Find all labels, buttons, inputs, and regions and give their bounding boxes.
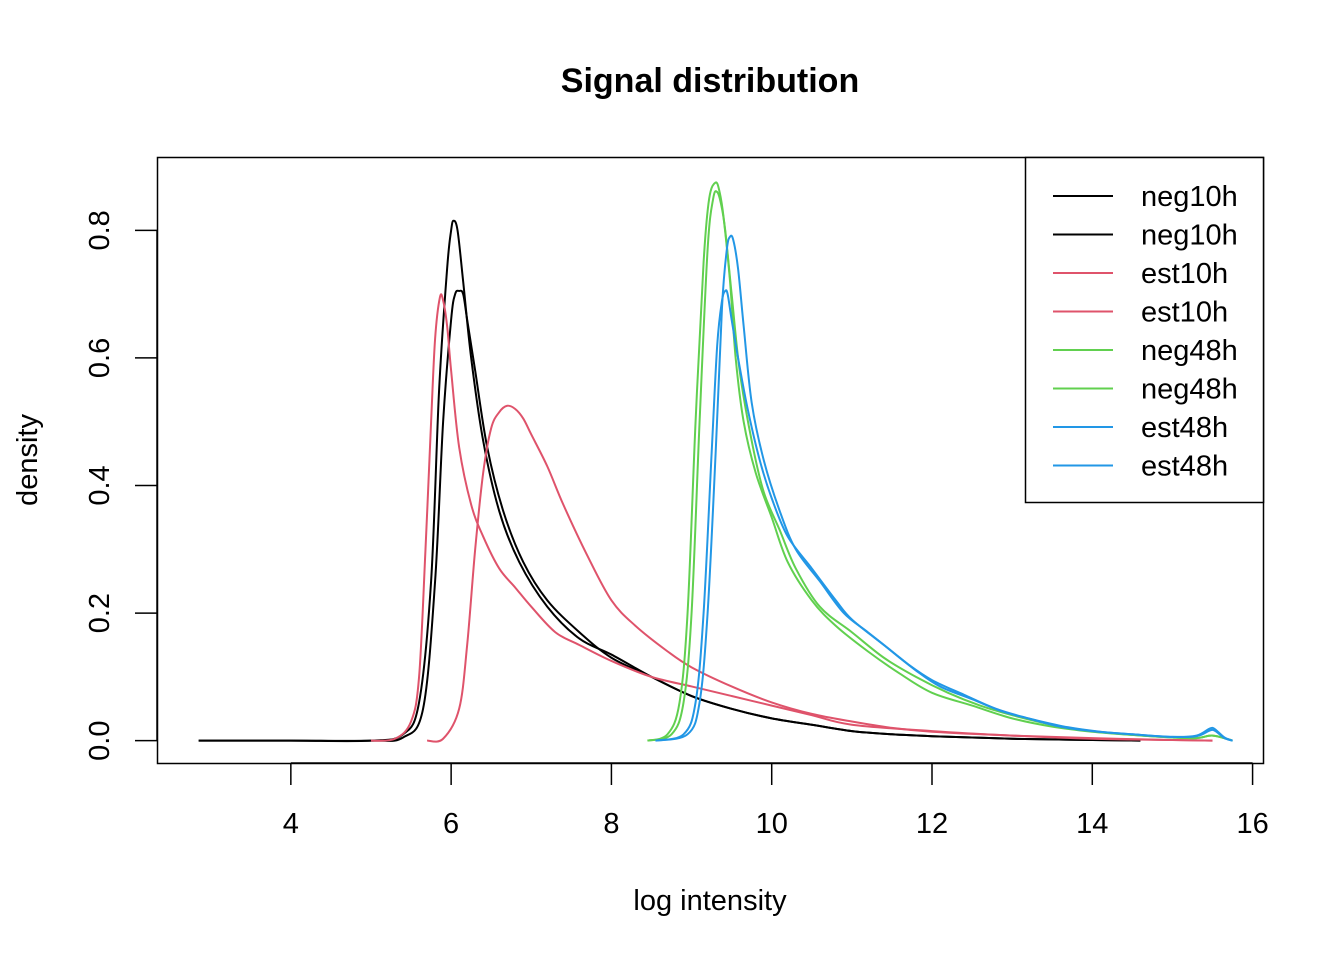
legend-box (1024, 156, 1265, 504)
x-tick-label: 6 (443, 808, 459, 840)
x-tick-label: 10 (756, 808, 788, 840)
chart-title: Signal distribution (561, 62, 859, 100)
legend-label: neg48h (1141, 335, 1238, 367)
y-tick-label: 0.8 (84, 210, 116, 250)
y-axis: 0.0 0.2 0.4 0.6 0.8 (84, 210, 158, 761)
legend-label: neg48h (1141, 374, 1238, 406)
legend-label: neg10h (1141, 220, 1238, 252)
legend-label: est48h (1141, 451, 1228, 483)
x-tick-label: 12 (916, 808, 948, 840)
x-tick-label: 4 (283, 808, 299, 840)
y-tick-label: 0.0 (84, 721, 116, 761)
y-tick-label: 0.4 (84, 465, 116, 505)
legend-label: est48h (1141, 412, 1228, 444)
legend-label: est10h (1141, 258, 1228, 290)
y-tick-label: 0.2 (84, 593, 116, 633)
x-tick-label: 8 (603, 808, 619, 840)
series-line-est10h-4 (426, 404, 1213, 743)
x-tick-label: 14 (1076, 808, 1108, 840)
series-line-est48h-8 (655, 234, 1233, 742)
x-axis-label: log intensity (633, 885, 787, 917)
legend-label: neg10h (1141, 181, 1238, 213)
series-line-est10h-3 (370, 293, 1213, 742)
legend: neg10h neg10h est10h est10h neg48h neg48h est4… (1024, 156, 1265, 504)
y-tick-label: 0.6 (84, 338, 116, 378)
x-tick-label: 16 (1236, 808, 1268, 840)
legend-label: est10h (1141, 297, 1228, 329)
series-layer (198, 181, 1233, 743)
series-line-neg10h-1 (198, 219, 1141, 743)
y-axis-label: density (12, 414, 44, 506)
x-axis: 4 6 8 10 12 14 16 (283, 762, 1269, 840)
series-line-neg10h-2 (198, 289, 1141, 742)
